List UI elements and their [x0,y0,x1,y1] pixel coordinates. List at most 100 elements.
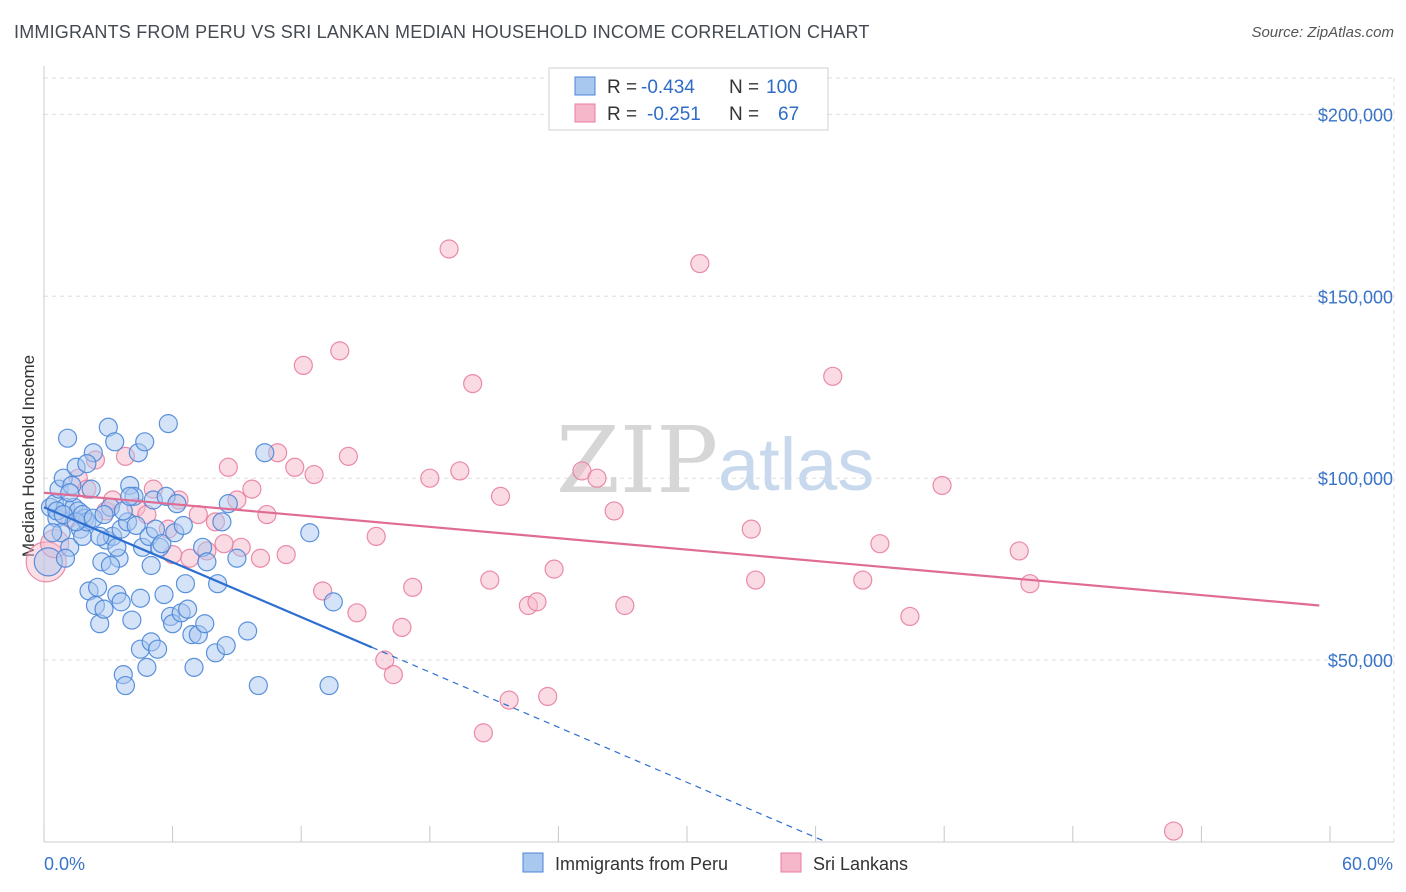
sri-lankan-point [218,457,238,477]
peru-trend-extension [371,646,827,843]
peru-point [197,552,217,572]
peru-point [141,555,161,576]
sri-lankan-point [347,603,367,623]
trend-lines [43,491,1320,843]
peru-point [152,534,172,554]
peru-point [60,483,80,503]
y-tick-label: $100,000 [1318,469,1393,489]
sri-lankan-point [1009,541,1029,561]
sri-lankan-point [304,464,324,485]
peru-point [77,454,97,474]
sri-lankan-point [392,617,412,637]
watermark-zip: ZIP [556,407,718,514]
peru-point [100,555,121,576]
peru-point [94,504,114,525]
peru-point [255,443,275,463]
tick-labels: $50,000 $100,000 $150,000 $200,000 0.0% 60.0% [44,105,1393,874]
y-tick-label: $50,000 [1328,651,1393,671]
sri-lankan-point [403,577,423,597]
sri-lankan-point [439,239,459,259]
sri-lankan-point [587,468,607,488]
sri-lankan-point [250,548,271,568]
sri-lankan-point [544,559,564,579]
sri-lankan-point [293,355,313,376]
sri-lankan-point [932,475,952,496]
legend-n-label-sri-lankans: N = [729,104,759,125]
sri-lankan-point [853,570,873,590]
peru-point [120,486,140,506]
peru-point [212,512,232,532]
legend-n-label-peru: N = [729,77,759,98]
peru-point [94,599,114,619]
sri-lankan-point [538,686,558,707]
sri-lankan-point [480,570,500,590]
peru-point [195,614,215,634]
peru-point [323,592,343,612]
legend-r-value-peru: -0.434 [641,77,695,98]
sri-lankan-point [690,253,710,274]
sri-lankan-point [473,723,493,743]
sri-lankan-point [338,446,358,466]
watermark-atlas: atlas [718,423,874,506]
peru-point [105,432,125,452]
sri-lankan-point [285,457,305,477]
peru-point [178,599,198,619]
legend-r-label-sri-lankans: R = [607,104,637,125]
series-legend-label-sri-lankans: Sri Lankans [813,854,908,874]
legend-r-label-peru: R = [607,77,637,98]
sri-lankan-point [527,592,547,612]
axes [43,66,1394,843]
sri-lankan-point [276,544,296,565]
sri-lankan-point [823,366,843,386]
peru-point [137,657,157,677]
peru-point [55,548,76,568]
source-credit: Source: ZipAtlas.com [1251,24,1394,41]
peru-point [130,588,151,608]
y-tick-label: $150,000 [1318,287,1393,307]
sri-lankan-point [214,534,234,554]
sri-lankan-point [1163,821,1184,841]
x-tick-label: 60.0% [1342,854,1393,874]
sri-lankan-point [741,519,761,539]
peru-point [126,515,146,536]
peru-point [122,610,142,630]
peru-point [57,428,78,448]
peru-trend-line [43,506,373,649]
watermark: ZIP atlas [556,407,874,514]
x-tick-label: 0.0% [44,854,85,874]
sri-lankan-point [1020,574,1040,594]
sri-lankan-point [900,606,920,627]
sri-lankan-point [330,341,350,361]
peru-point [154,585,174,605]
peru-point [87,577,108,597]
peru-point [42,523,63,543]
sri-lankan-trend-line [43,491,1320,607]
peru-point [319,675,339,696]
sri-lankan-point [870,534,890,554]
sri-lankan-point [745,570,766,590]
chart-title: IMMIGRANTS FROM PERU VS SRI LANKAN MEDIA… [14,22,870,42]
sri-lankan-point [257,504,277,525]
peru-point [175,574,196,594]
sri-lankan-point [188,504,208,525]
peru-point [216,635,236,656]
y-axis-title: Median Household Income [19,355,38,557]
legend-swatch-peru [574,76,596,96]
series-legend-swatch-peru [522,852,544,873]
peru-point [158,414,178,434]
legend-r-value-sri-lankans: -0.251 [647,104,701,125]
series-legend-swatch-sri-lankans [780,852,802,873]
peru-point [227,548,247,568]
sri-lankan-point [490,486,511,506]
series-legend: Immigrants from Peru Sri Lankans [522,852,908,874]
peru-point [173,515,193,536]
sri-lankan-point [499,690,519,710]
legend-n-value-sri-lankans: 67 [778,104,799,125]
sri-lankan-point [242,479,262,499]
sri-lankan-point [604,501,624,521]
peru-point [248,675,268,696]
peru-point [238,621,258,641]
peru-point [300,523,320,543]
peru-point [81,479,101,499]
